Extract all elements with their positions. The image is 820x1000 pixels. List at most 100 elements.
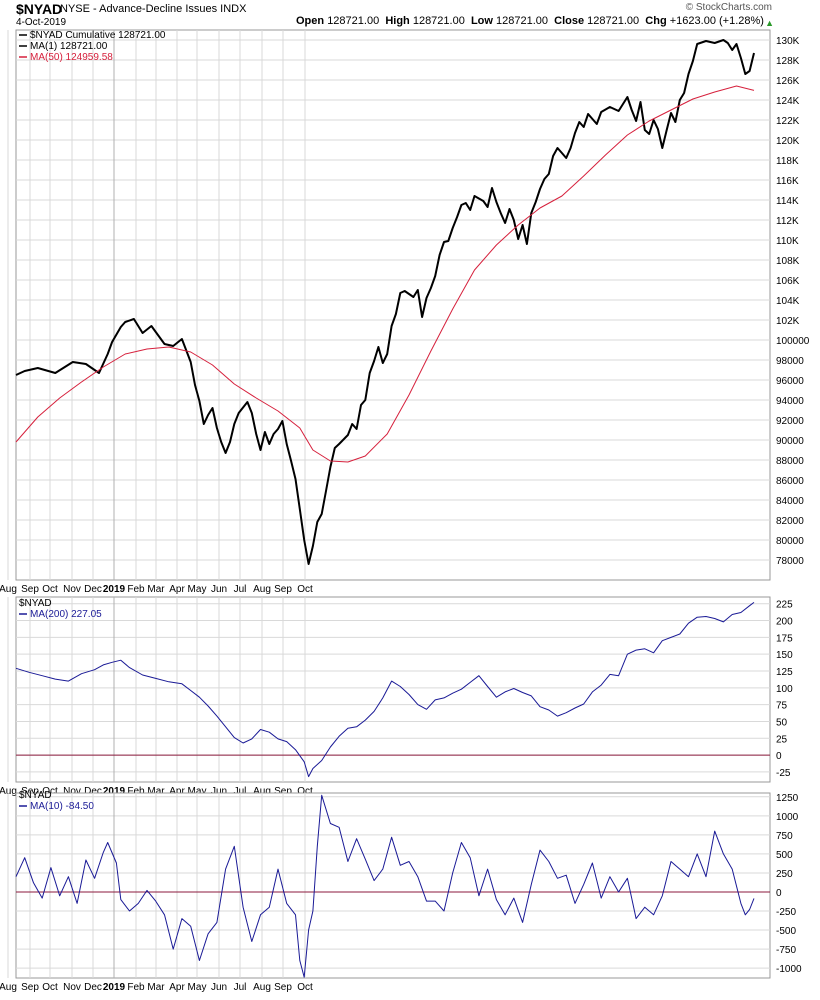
y-tick-label: 116K [776,176,799,187]
y-tick-label: 104K [776,296,800,307]
x-tick-label: Mar [147,786,165,797]
series-line-ind [15,794,755,978]
series-line-price [15,39,755,565]
y-tick-label: -1000 [776,964,802,975]
x-tick-label: Jun [211,786,227,797]
legend-entry: MA(200) 227.05 [30,609,102,620]
x-tick-label: Feb [127,584,145,595]
x-tick-label: Jul [234,786,247,797]
x-tick-label: Sep [274,584,292,595]
y-tick-label: 106K [776,276,800,287]
y-tick-label: 50 [776,717,788,728]
y-tick-label: 75 [776,701,788,712]
y-tick-label: 108K [776,256,800,267]
open-value: 128721.00 [327,15,380,27]
x-tick-label: Jun [211,982,227,993]
x-tick-label: Nov [63,982,81,993]
y-tick-label: 122K [776,116,800,127]
x-tick-label: Dec [84,786,102,797]
x-tick-label: Feb [127,786,145,797]
x-tick-label: Apr [169,982,185,993]
stockcharts-credit: © StockCharts.com [685,2,772,13]
x-tick-label: Oct [297,982,313,993]
y-tick-label: 86000 [776,476,804,487]
y-tick-label: 114K [776,196,799,207]
y-tick-label: 175 [776,633,793,644]
x-tick-label: Sep [274,982,292,993]
y-tick-label: 98000 [776,356,804,367]
y-tick-label: 90000 [776,436,804,447]
x-tick-label: Aug [0,982,17,993]
x-tick-label: Mar [147,982,165,993]
legend-entry: MA(10) -84.50 [30,801,94,812]
y-tick-label: 120K [776,136,800,147]
x-tick-label: Sep [21,584,39,595]
x-tick-label: Sep [21,982,39,993]
y-tick-label: 25 [776,734,788,745]
legend-entry: $NYAD Cumulative 128721.00 [30,30,166,41]
y-tick-label: 130K [776,36,800,47]
x-tick-label: Aug [253,982,271,993]
x-tick-label: May [188,982,207,993]
x-tick-label: Aug [253,584,271,595]
high-value: 128721.00 [412,15,465,27]
y-tick-label: 500 [776,850,793,861]
chart-date: 4-Oct-2019 [16,17,67,28]
legend-entry: MA(50) 124959.58 [30,52,113,63]
x-tick-label: Jul [234,982,247,993]
low-value: 128721.00 [496,15,549,27]
y-tick-label: 110K [776,236,799,247]
y-tick-label: 126K [776,76,800,87]
x-tick-label: Oct [42,982,58,993]
x-tick-label: Feb [127,982,145,993]
y-tick-label: 84000 [776,496,804,507]
x-tick-label: Oct [297,584,313,595]
y-tick-label: 118K [776,156,799,167]
y-tick-label: 0 [776,751,782,762]
x-tick-label: Apr [169,786,185,797]
y-tick-label: -250 [776,907,796,918]
y-tick-label: 100000 [776,336,810,347]
x-tick-label: Aug [0,584,17,595]
y-tick-label: 250 [776,869,793,880]
x-tick-label: Mar [147,584,165,595]
y-tick-label: 128K [776,56,800,67]
x-tick-label: Dec [84,982,102,993]
y-tick-label: 225 [776,600,793,611]
panel-frame [15,29,771,581]
y-tick-label: 102K [776,316,800,327]
x-tick-label: 2019 [103,982,126,993]
x-tick-label: 2019 [103,584,126,595]
series-line-ma [15,85,755,463]
up-arrow-icon: ▲ [765,18,774,28]
low-label: Low [470,15,493,27]
y-tick-label: 200 [776,617,793,628]
x-tick-label: May [188,584,207,595]
high-label: High [385,15,410,27]
chart-header: $NYAD NYSE - Advance-Decline Issues INDX… [0,0,820,30]
y-tick-label: 96000 [776,376,804,387]
y-tick-label: 150 [776,650,793,661]
close-value: 128721.00 [587,15,640,27]
x-tick-label: Aug [0,786,17,797]
panel-frame [15,596,771,783]
y-tick-label: 124K [776,96,800,107]
y-tick-label: -25 [776,768,791,779]
x-tick-label: Nov [63,786,81,797]
y-tick-label: 1000 [776,812,799,823]
y-tick-label: 80000 [776,536,804,547]
x-tick-label: Aug [253,786,271,797]
x-tick-label: May [188,786,207,797]
open-label: Open [296,15,325,27]
symbol-description: NYSE - Advance-Decline Issues INDX [60,3,247,15]
y-tick-label: 78000 [776,556,804,567]
x-tick-label: Apr [169,584,185,595]
y-tick-label: 0 [776,888,782,899]
symbol-label: $NYAD [16,1,63,17]
y-tick-label: -750 [776,945,796,956]
legend-entry: $NYAD [19,598,52,609]
x-tick-label: 2019 [103,786,126,797]
y-tick-label: 125 [776,667,793,678]
series-line-ind [15,602,755,778]
